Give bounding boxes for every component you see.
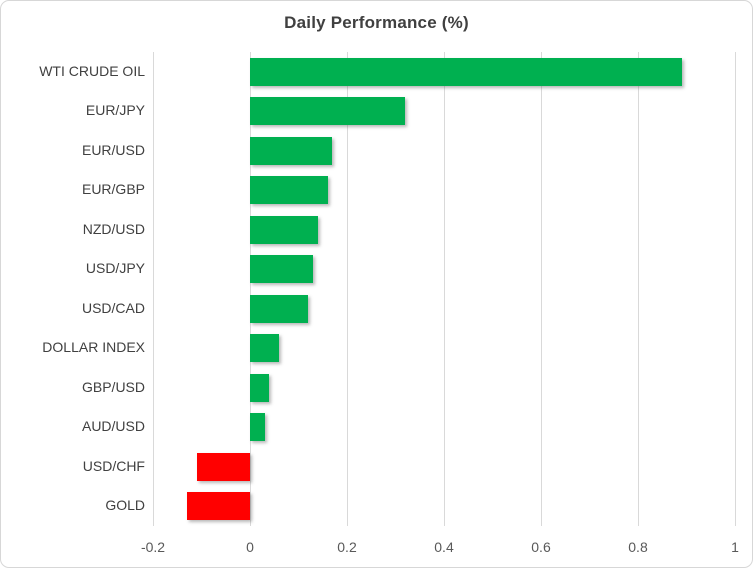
gridline (347, 52, 348, 526)
category-label: NZD/USD (82, 220, 145, 237)
bar-eur-gbp (250, 176, 328, 205)
bar-usd-jpy (250, 255, 314, 284)
category-label: USD/CAD (81, 299, 145, 316)
bar-usd-chf (196, 452, 250, 481)
category-label: EUR/USD (81, 141, 145, 158)
category-label: AUD/USD (81, 418, 145, 435)
x-tick-label: 0.6 (531, 539, 551, 555)
x-tick-label: 0.4 (434, 539, 454, 555)
category-label: WTI CRUDE OIL (39, 62, 145, 79)
gridline (735, 52, 736, 526)
category-label: EUR/GBP (81, 181, 145, 198)
bar-usd-cad (250, 294, 309, 323)
gridline (250, 52, 251, 526)
x-tick-label: -0.2 (140, 539, 166, 555)
category-label: USD/JPY (85, 260, 145, 277)
bar-nzd-usd (250, 215, 318, 244)
bar-eur-usd (250, 136, 333, 165)
category-label: GOLD (105, 497, 145, 514)
gridline (444, 52, 445, 526)
gridline (541, 52, 542, 526)
chart-title: Daily Performance (%) (284, 13, 469, 32)
gridline (638, 52, 639, 526)
category-label: GBP/USD (81, 378, 145, 395)
x-tick-label: 0.2 (337, 539, 357, 555)
bar-wti-crude-oil (250, 57, 682, 86)
x-tick-label: 0 (246, 539, 254, 555)
plot-area (153, 52, 736, 526)
bar-dollar-index (250, 334, 280, 363)
bar-gold (186, 492, 250, 521)
category-label: DOLLAR INDEX (42, 339, 145, 356)
bar-eur-jpy (250, 97, 406, 126)
bar-gbp-usd (250, 373, 270, 402)
category-label: USD/CHF (82, 457, 145, 474)
x-tick-label: 1 (731, 539, 739, 555)
gridline (153, 52, 154, 526)
category-label: EUR/JPY (85, 102, 145, 119)
bar-aud-usd (250, 413, 265, 442)
x-tick-label: 0.8 (628, 539, 648, 555)
